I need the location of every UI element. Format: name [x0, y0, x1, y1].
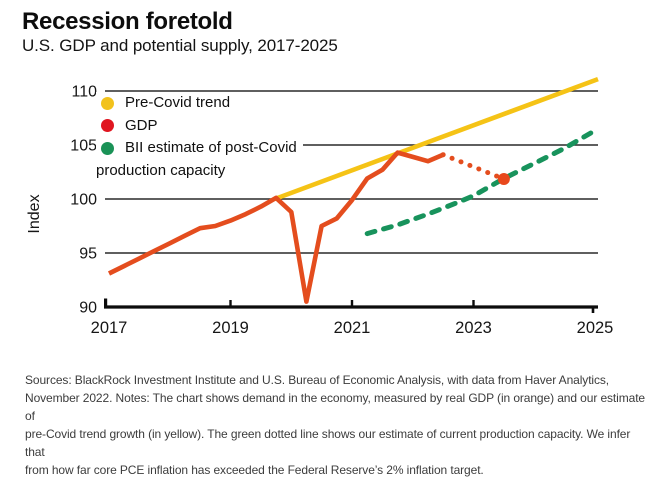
x-tick-label-2019: 2019 — [212, 319, 249, 337]
footer-line-1: Sources: BlackRock Investment Institute … — [25, 373, 610, 387]
y-tick-label-105: 105 — [70, 138, 97, 155]
legend-label-bii-estimate: BII estimate of post-Covid — [125, 139, 297, 156]
bii-estimate-swatch-icon — [101, 141, 114, 155]
footer-line-4: from how far core PCE inflation has exce… — [25, 463, 484, 477]
legend-label-gdp: GDP — [125, 116, 158, 134]
y-tick-label-110: 110 — [71, 84, 97, 101]
chart-legend: Pre-Covid trend GDP BII estimate of post… — [96, 92, 303, 182]
pre-covid-trend-swatch-icon — [101, 96, 114, 110]
y-tick-label-95: 95 — [79, 246, 97, 263]
x-tick-label-2023: 2023 — [455, 319, 492, 337]
footer-line-3: pre-Covid trend growth (in yellow). The … — [25, 427, 631, 459]
series-gdp — [107, 150, 445, 304]
gdp-end-marker — [497, 173, 510, 186]
legend-item-gdp: GDP — [96, 114, 164, 137]
x-tick-label-2017: 2017 — [91, 319, 128, 337]
footer-line-2: November 2022. Notes: The chart shows de… — [25, 391, 645, 423]
series-bii-estimate-of-post-covid-production-capacity — [364, 126, 601, 237]
gdp-chart-plot: 110 105 100 95 90 Index 2017 2019 2021 2023 2025 — [26, 76, 614, 337]
series-gdp-projection-dotted- — [440, 152, 507, 182]
page-subtitle: U.S. GDP and potential supply, 2017-2025 — [22, 36, 338, 55]
y-tick-label-100: 100 — [70, 192, 97, 209]
series-pre-covid-trend — [274, 76, 599, 202]
x-tick-label-2025: 2025 — [577, 319, 614, 337]
x-tick-label-2021: 2021 — [334, 319, 371, 337]
legend-item-pre-covid-trend: Pre-Covid trend — [96, 92, 237, 115]
footer-note: Sources: BlackRock Investment Institute … — [25, 371, 653, 479]
legend-label-pre-covid-trend: Pre-Covid trend — [125, 94, 231, 111]
legend-label-bii-estimate-wrap: production capacity — [96, 159, 232, 182]
legend-item-bii-estimate: BII estimate of post-Covid — [96, 137, 303, 160]
y-axis-label: Index — [26, 194, 43, 233]
y-tick-label-90: 90 — [79, 300, 97, 317]
gdp-swatch-icon — [101, 119, 114, 133]
page-title: Recession foretold — [22, 8, 233, 35]
